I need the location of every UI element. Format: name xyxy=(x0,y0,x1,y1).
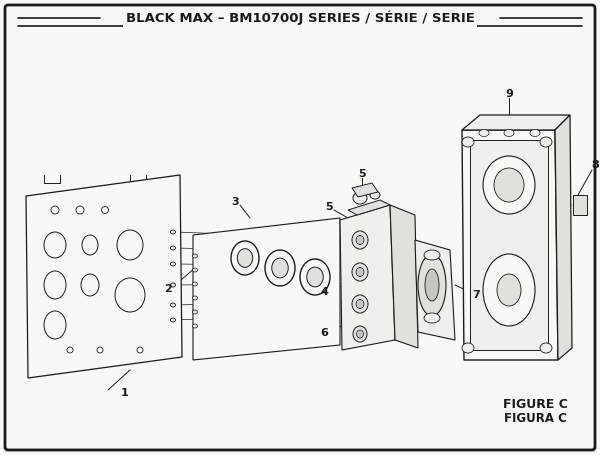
Ellipse shape xyxy=(170,303,176,307)
Ellipse shape xyxy=(193,310,197,314)
Polygon shape xyxy=(555,115,572,360)
Ellipse shape xyxy=(462,343,474,353)
Text: 1: 1 xyxy=(121,388,129,398)
Polygon shape xyxy=(26,175,182,378)
Ellipse shape xyxy=(356,299,364,308)
Ellipse shape xyxy=(352,263,368,281)
Ellipse shape xyxy=(170,230,176,234)
Ellipse shape xyxy=(356,330,364,338)
Ellipse shape xyxy=(101,207,109,213)
Ellipse shape xyxy=(352,295,368,313)
Ellipse shape xyxy=(504,130,514,136)
Ellipse shape xyxy=(424,313,440,323)
Ellipse shape xyxy=(307,267,323,287)
Text: 5: 5 xyxy=(358,169,366,179)
Ellipse shape xyxy=(170,246,176,250)
Ellipse shape xyxy=(170,283,176,287)
Text: 7: 7 xyxy=(472,290,480,300)
Ellipse shape xyxy=(418,254,446,316)
Ellipse shape xyxy=(44,271,66,299)
Polygon shape xyxy=(573,195,587,215)
Ellipse shape xyxy=(170,318,176,322)
Polygon shape xyxy=(415,240,455,340)
Ellipse shape xyxy=(97,347,103,353)
Ellipse shape xyxy=(353,326,367,342)
FancyBboxPatch shape xyxy=(5,5,595,450)
Text: 3: 3 xyxy=(231,197,239,207)
Text: 9: 9 xyxy=(505,89,513,99)
Ellipse shape xyxy=(483,254,535,326)
Text: 8: 8 xyxy=(591,160,599,170)
Ellipse shape xyxy=(231,241,259,275)
Ellipse shape xyxy=(193,268,197,272)
Ellipse shape xyxy=(170,262,176,266)
Polygon shape xyxy=(470,140,548,350)
Ellipse shape xyxy=(81,274,99,296)
Ellipse shape xyxy=(137,347,143,353)
Ellipse shape xyxy=(370,191,380,199)
Ellipse shape xyxy=(483,156,535,214)
Text: 4: 4 xyxy=(320,287,328,297)
Ellipse shape xyxy=(193,254,197,258)
Text: 2: 2 xyxy=(164,284,172,294)
Ellipse shape xyxy=(82,235,98,255)
Text: BLACK MAX – BM10700J SERIES / SÉRIE / SERIE: BLACK MAX – BM10700J SERIES / SÉRIE / SE… xyxy=(125,11,475,25)
Ellipse shape xyxy=(425,269,439,301)
Polygon shape xyxy=(352,183,378,197)
Ellipse shape xyxy=(51,206,59,214)
Polygon shape xyxy=(340,205,395,350)
Ellipse shape xyxy=(300,259,330,295)
Ellipse shape xyxy=(356,236,364,244)
Ellipse shape xyxy=(193,282,197,286)
Ellipse shape xyxy=(479,130,489,136)
Ellipse shape xyxy=(424,250,440,260)
Ellipse shape xyxy=(76,206,84,214)
Text: 6: 6 xyxy=(320,328,328,338)
Ellipse shape xyxy=(115,278,145,312)
Polygon shape xyxy=(462,115,570,130)
Ellipse shape xyxy=(44,232,66,258)
Polygon shape xyxy=(390,205,418,348)
Ellipse shape xyxy=(540,343,552,353)
Text: FIGURE C: FIGURE C xyxy=(503,399,568,411)
Ellipse shape xyxy=(265,250,295,286)
Ellipse shape xyxy=(193,324,197,328)
Ellipse shape xyxy=(540,137,552,147)
Ellipse shape xyxy=(497,274,521,306)
Polygon shape xyxy=(193,218,340,360)
Ellipse shape xyxy=(530,130,540,136)
Ellipse shape xyxy=(117,230,143,260)
Ellipse shape xyxy=(352,231,368,249)
Ellipse shape xyxy=(44,311,66,339)
Ellipse shape xyxy=(356,268,364,277)
Ellipse shape xyxy=(193,296,197,300)
Ellipse shape xyxy=(494,168,524,202)
Ellipse shape xyxy=(272,258,288,278)
Polygon shape xyxy=(348,200,390,215)
Ellipse shape xyxy=(238,248,253,268)
Text: FIGURA C: FIGURA C xyxy=(503,411,566,425)
Text: 5: 5 xyxy=(325,202,333,212)
Ellipse shape xyxy=(462,137,474,147)
Ellipse shape xyxy=(67,347,73,353)
Polygon shape xyxy=(462,130,558,360)
Ellipse shape xyxy=(353,192,367,204)
